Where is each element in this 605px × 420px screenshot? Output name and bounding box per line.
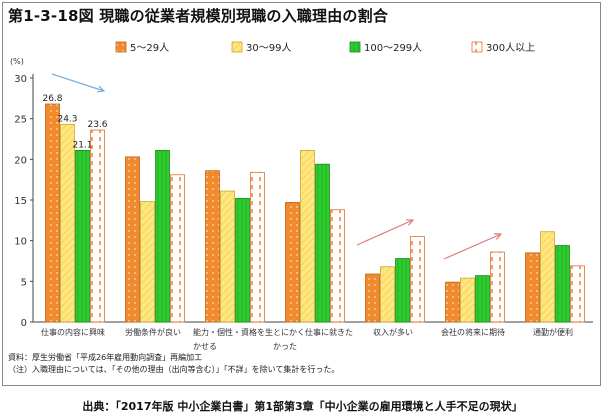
bar-2-5 <box>380 266 395 323</box>
category-label: 労働条件が良い <box>125 327 181 337</box>
chart-title: 第1-3-18図 現職の従業者規模別現職の入職理由の割合 <box>8 7 389 25</box>
data-label: 24.3 <box>57 114 77 124</box>
bar-3-2 <box>155 149 170 323</box>
bar-2-1 <box>60 123 75 323</box>
data-label: 26.8 <box>42 94 62 104</box>
legend-label: 100～299人 <box>364 42 422 54</box>
trend-arrow <box>51 73 105 92</box>
trend-arrow <box>356 219 414 246</box>
labels: 仕事の内容に興味 労働条件が良い 能力・個性・資格を生かせるとにかく仕事に就きたかっ… <box>41 94 573 351</box>
bar-4-6 <box>490 251 505 323</box>
trend-arrows <box>51 73 503 260</box>
bar-3-7 <box>555 245 570 323</box>
bar-1-6 <box>445 281 460 323</box>
trend-arrow <box>443 233 502 260</box>
category-label: 通勤が便利 <box>533 327 573 337</box>
bar-4-1 <box>90 129 105 323</box>
bar-4-3 <box>250 171 265 323</box>
data-source-note: 資料：厚生労働省「平成26年雇用動向調査」再編加工 <box>8 353 203 362</box>
y-tick-label: 15 <box>14 196 27 207</box>
bar-1-7 <box>525 252 540 323</box>
legend-label: 5～29人 <box>130 42 169 54</box>
bar-4-2 <box>170 174 185 323</box>
bar-2-6 <box>460 277 475 323</box>
bars <box>45 103 585 323</box>
category-label: 会社の将来に期待 <box>441 327 505 337</box>
category-label: 能力・個性・資格を生かせる <box>193 327 273 351</box>
legend-label: 300人以上 <box>486 42 535 54</box>
legend-swatch <box>231 41 243 53</box>
bar-1-3 <box>205 170 220 323</box>
category-label: とにかく仕事に就きたかった <box>273 327 353 351</box>
y-tick-label: 20 <box>14 155 27 166</box>
bar-3-3 <box>235 197 250 323</box>
y-tick-label: 10 <box>14 237 27 248</box>
source-citation: 出典：「2017年版 中小企業白書」第1部第3章「中小企業の雇用環境と人手不足の… <box>82 400 523 413</box>
bar-4-4 <box>330 209 345 323</box>
bar-4-5 <box>410 236 425 323</box>
bar-3-6 <box>475 275 490 323</box>
y-tick-label: 0 <box>21 318 27 329</box>
bar-3-4 <box>315 163 330 323</box>
data-label: 21.1 <box>72 140 92 150</box>
trend-arrow-head <box>493 233 503 240</box>
legend-swatch <box>349 41 361 53</box>
notes: 資料：厚生労働省「平成26年雇用動向調査」再編加工 （注）入職理由については、「… <box>8 352 339 376</box>
bar-3-1 <box>75 149 90 323</box>
y-tick-label: 25 <box>14 115 27 126</box>
bar-4-7 <box>570 265 585 323</box>
legend-label: 30～99人 <box>246 42 291 54</box>
bar-2-2 <box>140 201 155 323</box>
y-axis-unit: (%) <box>10 57 24 66</box>
legend: 5～29人 30～99人 100～299人 300人以上 <box>115 41 535 54</box>
legend-swatch <box>115 41 127 53</box>
bar-3-5 <box>395 258 410 323</box>
bar-1-2 <box>125 156 140 323</box>
y-tick-label: 5 <box>21 277 27 288</box>
category-label: 仕事の内容に興味 <box>41 327 105 337</box>
y-tick-label: 30 <box>14 74 27 85</box>
bar-1-5 <box>365 273 380 323</box>
trend-arrow-head <box>96 85 106 93</box>
bar-2-4 <box>300 149 315 323</box>
trend-arrow-head <box>405 219 415 226</box>
bar-2-7 <box>540 231 555 323</box>
bar-1-4 <box>285 202 300 323</box>
legend-swatch <box>471 41 483 53</box>
footnote: （注）入職理由については、「その他の理由（出向等含む）」「不詳」を除いて集計を行… <box>8 365 340 374</box>
bar-2-3 <box>220 190 235 323</box>
category-label: 収入が多い <box>373 327 413 337</box>
bar-1-1 <box>45 103 60 323</box>
data-label: 23.6 <box>87 120 107 130</box>
